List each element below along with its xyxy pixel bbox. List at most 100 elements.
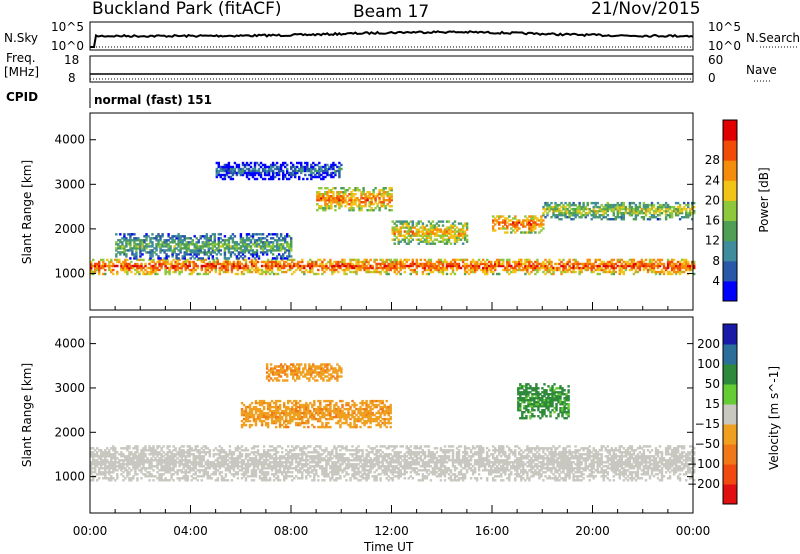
heatmap-cell [211, 245, 215, 248]
heatmap-cell [120, 469, 123, 472]
heatmap-cell [376, 205, 379, 208]
heatmap-cell [206, 473, 210, 476]
heatmap-cell [179, 235, 182, 238]
heatmap-cell [192, 459, 195, 462]
velocity-heatmap [90, 363, 696, 482]
heatmap-cell [337, 262, 340, 266]
heatmap-cell [215, 169, 219, 173]
heatmap-cell [129, 233, 132, 236]
heatmap-cell [182, 463, 185, 466]
heatmap-cell [586, 201, 589, 205]
heatmap-cell [328, 173, 331, 177]
heatmap-cell [435, 238, 439, 241]
heatmap-cell [691, 218, 694, 221]
heatmap-cell [662, 203, 666, 207]
heatmap-cell [384, 207, 387, 210]
heatmap-cell [650, 258, 654, 262]
heatmap-cell [133, 241, 136, 244]
heatmap-cell [455, 234, 459, 237]
heatmap-cell [140, 459, 143, 462]
heatmap-cell [375, 266, 378, 270]
heatmap-cell [606, 218, 610, 221]
heatmap-cell [163, 243, 166, 246]
heatmap-cell [279, 239, 283, 242]
heatmap-cell [650, 266, 654, 270]
heatmap-cell [560, 218, 563, 221]
heatmap-cell [397, 242, 400, 245]
heatmap-cell [184, 264, 187, 268]
heatmap-cell [177, 237, 180, 240]
heatmap-cell [100, 467, 103, 470]
heatmap-cell [316, 163, 319, 167]
heatmap-cell [255, 169, 259, 173]
heatmap-cell [449, 224, 453, 227]
heatmap-cell [164, 264, 167, 268]
heatmap-cell [332, 201, 335, 204]
heatmap-cell [528, 231, 531, 234]
heatmap-cell [178, 451, 181, 454]
heatmap-cell [338, 197, 341, 200]
heatmap-cell [301, 467, 304, 470]
heatmap-cell [163, 257, 166, 260]
heatmap-cell [365, 264, 368, 268]
heatmap-cell [192, 457, 195, 460]
heatmap-cell [606, 205, 610, 209]
heatmap-cell [682, 207, 686, 211]
heatmap-cell [334, 187, 337, 190]
heatmap-cell [610, 260, 614, 264]
heatmap-cell [239, 167, 243, 171]
heatmap-cell [538, 266, 541, 270]
heatmap-cell [264, 266, 268, 270]
heatmap-cell [341, 262, 344, 266]
heatmap-cell [143, 247, 146, 250]
heatmap-cell [152, 451, 155, 454]
heatmap-cell [207, 249, 211, 252]
heatmap-cell [148, 465, 151, 468]
heatmap-cell [313, 272, 316, 276]
heatmap-cell [293, 447, 296, 450]
heatmap-cell [110, 453, 113, 456]
heatmap-cell [194, 463, 197, 466]
heatmap-cell [323, 469, 326, 472]
heatmap-cell [423, 226, 427, 229]
heatmap-cell [236, 449, 240, 452]
heatmap-cell [246, 266, 250, 270]
heatmap-cell [288, 249, 291, 252]
heatmap-cell [307, 467, 310, 470]
colorbar-segment [723, 220, 737, 242]
heatmap-cell [329, 471, 332, 474]
heatmap-cell [417, 220, 421, 223]
heatmap-cell [510, 223, 513, 226]
heatmap-cell [312, 161, 315, 165]
heatmap-cell [421, 236, 425, 239]
heatmap-cell [294, 175, 297, 179]
heatmap-cell [271, 169, 275, 173]
heatmap-cell [449, 262, 453, 266]
heatmap-cell [676, 266, 680, 270]
heatmap-cell [664, 201, 668, 205]
heatmap-cell [287, 469, 290, 472]
heatmap-cell [409, 220, 413, 223]
heatmap-cell [210, 262, 214, 266]
heatmap-cell [576, 205, 579, 209]
heatmap-cell [666, 214, 670, 217]
heatmap-cell [618, 260, 622, 264]
heatmap-cell [140, 477, 143, 480]
heatmap-cell [578, 203, 581, 207]
heatmap-cell [490, 268, 493, 272]
heatmap-cell [324, 199, 327, 202]
heatmap-cell [194, 465, 197, 468]
heatmap-cell [672, 262, 676, 266]
heatmap-cell [212, 455, 216, 458]
heatmap-cell [504, 227, 507, 230]
heatmap-cell [138, 258, 141, 262]
heatmap-cell [510, 264, 513, 268]
heatmap-cell [299, 449, 302, 452]
heatmap-cell [122, 475, 125, 478]
heatmap-cell [600, 209, 603, 213]
heatmap-cell [632, 211, 636, 215]
heatmap-cell [168, 467, 171, 470]
heatmap-cell [646, 264, 650, 268]
heatmap-cell [486, 268, 489, 272]
heatmap-cell [265, 171, 269, 175]
